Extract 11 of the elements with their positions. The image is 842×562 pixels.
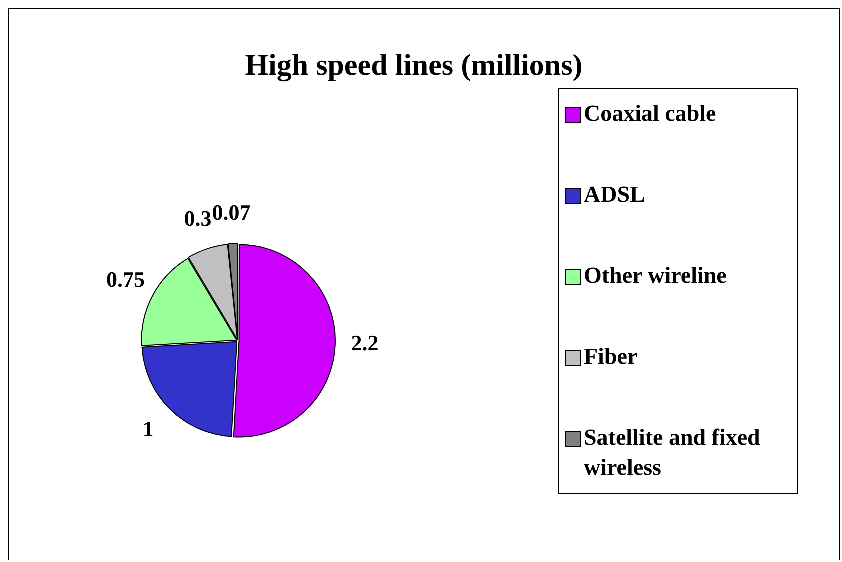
legend-label: Fiber (584, 343, 638, 371)
legend-label: Other wireline (584, 262, 727, 290)
data-label: 1 (142, 416, 154, 442)
data-label: 0.3 (184, 206, 212, 232)
data-label: 0.07 (212, 200, 251, 225)
legend-label: Satellite and fixed wireless (584, 424, 762, 482)
data-label: 0.75 (106, 267, 146, 292)
legend-label: ADSL (584, 181, 646, 209)
data-label: 2.2 (351, 330, 379, 356)
legend-label: Coaxial cable (584, 100, 716, 128)
chart-title: High speed lines (millions) (244, 49, 584, 83)
